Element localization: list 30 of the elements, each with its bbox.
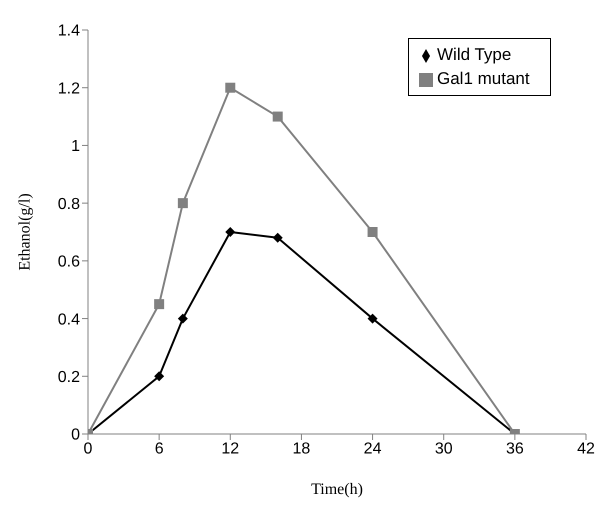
y-tick-label: 0.6: [58, 254, 80, 271]
x-tick-label: 42: [577, 440, 595, 458]
legend-label: Gal1 mutant: [437, 69, 530, 88]
y-tick-label: 0.4: [58, 311, 80, 328]
x-tick-label: 24: [364, 440, 382, 458]
y-tick-label: 1: [71, 138, 80, 156]
point: [225, 82, 236, 93]
point: [272, 112, 283, 122]
point: [368, 227, 378, 237]
x-tick-label: 36: [506, 440, 524, 458]
x-tick-label: 30: [434, 440, 453, 458]
x-tick-label: 0: [84, 440, 93, 458]
point: [225, 227, 236, 237]
y-tick-label: 1.2: [58, 80, 80, 98]
y-tick-label: 0: [71, 426, 80, 444]
x-tick-label: 12: [221, 440, 240, 458]
point: [272, 232, 283, 243]
point: [178, 198, 188, 208]
x-tick-label: 6: [154, 440, 164, 458]
x-tick-label: 18: [292, 440, 310, 458]
x-axis-title: Time(h): [311, 481, 363, 498]
legend-label: Wild Type: [437, 45, 512, 64]
y-tick-label: 1.4: [58, 22, 80, 40]
point: [368, 314, 378, 324]
point: [154, 299, 164, 310]
y-tick-label: 0.8: [58, 196, 80, 213]
y-axis-title: Ethanol(g/l): [16, 193, 34, 271]
point: [154, 371, 164, 382]
y-tick-label: 0.2: [58, 368, 80, 386]
point: [178, 314, 188, 324]
